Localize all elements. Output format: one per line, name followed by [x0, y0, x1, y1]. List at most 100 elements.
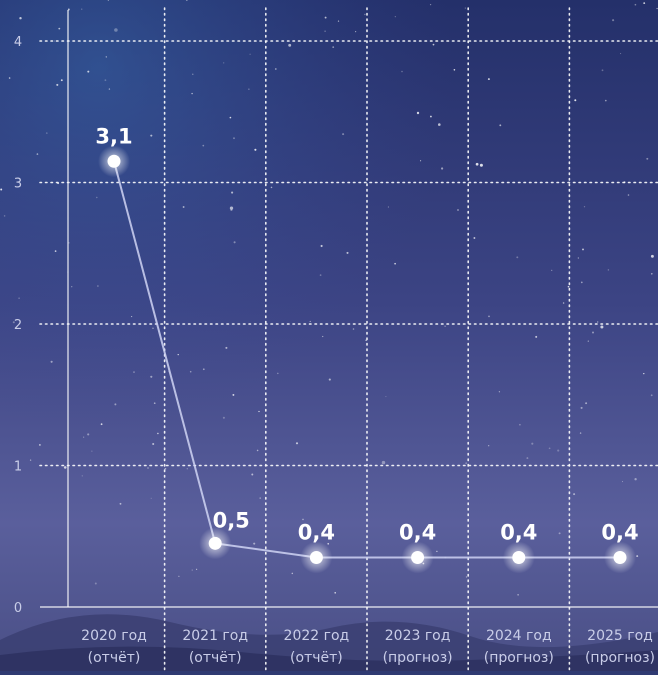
x-tick-labels: 2020 год (отчёт) 2021 год (отчёт) 2022 год (о…	[81, 628, 655, 666]
star	[222, 416, 225, 419]
star	[387, 206, 389, 208]
star	[385, 396, 387, 398]
star	[355, 31, 357, 33]
star	[441, 167, 444, 170]
star	[453, 69, 456, 71]
star	[233, 137, 235, 140]
star	[562, 302, 565, 304]
star	[277, 372, 279, 375]
y-tick-label: 4	[14, 35, 22, 50]
star	[91, 450, 93, 452]
data-point	[208, 536, 222, 550]
star	[346, 251, 349, 254]
star	[636, 555, 639, 558]
star	[592, 331, 594, 334]
star	[104, 79, 107, 82]
star	[119, 502, 122, 505]
star	[94, 582, 97, 585]
star	[516, 256, 519, 259]
star	[416, 111, 420, 115]
star	[580, 406, 583, 409]
star	[249, 53, 251, 55]
star	[100, 423, 103, 426]
star	[519, 423, 521, 426]
star	[114, 28, 118, 32]
star	[577, 257, 579, 259]
star	[39, 444, 41, 446]
star	[253, 542, 256, 545]
star	[270, 186, 273, 189]
star	[558, 532, 561, 535]
star	[45, 132, 48, 134]
star	[479, 163, 483, 167]
star	[232, 393, 235, 396]
star	[83, 436, 85, 438]
star	[364, 13, 366, 16]
star	[29, 459, 32, 461]
star	[50, 360, 53, 363]
star	[162, 289, 164, 291]
star	[548, 447, 551, 450]
data-label: 3,1	[95, 124, 132, 148]
star	[342, 133, 345, 136]
star	[302, 518, 304, 521]
x-tick-label-note: (отчёт)	[290, 650, 343, 666]
star	[105, 56, 108, 58]
star	[381, 460, 386, 465]
x-tick-label-note: (отчёт)	[189, 650, 242, 666]
star	[81, 8, 83, 10]
star	[97, 285, 99, 287]
data-label: 0,4	[298, 520, 335, 544]
star	[327, 543, 329, 545]
star	[573, 493, 576, 496]
star	[8, 77, 11, 79]
y-tick-label: 2	[14, 318, 22, 333]
star	[464, 7, 466, 9]
star	[153, 402, 156, 405]
star	[67, 8, 70, 11]
star	[352, 328, 355, 330]
series-line	[113, 161, 620, 559]
star	[87, 70, 90, 73]
star	[429, 3, 432, 6]
y-tick-label: 3	[14, 177, 22, 192]
star	[147, 467, 149, 469]
star	[646, 157, 649, 160]
star	[465, 576, 468, 578]
star	[332, 46, 335, 48]
star	[582, 248, 584, 251]
star	[107, 0, 109, 2]
star	[334, 592, 336, 594]
star	[394, 16, 396, 18]
x-tick-label-year: 2023 год	[385, 628, 451, 644]
star	[656, 7, 658, 10]
star	[429, 115, 432, 118]
x-tick-label-year: 2020 год	[81, 628, 147, 644]
star	[185, 0, 188, 1]
star	[488, 445, 490, 447]
star	[36, 153, 39, 155]
star	[620, 53, 622, 55]
star	[319, 274, 322, 276]
data-label: 0,5	[213, 508, 250, 532]
star	[324, 16, 327, 19]
star	[114, 403, 117, 406]
y-tick-label: 1	[14, 460, 22, 475]
x-tick-label-note: (прогноз)	[383, 650, 453, 666]
star	[580, 281, 583, 284]
star	[202, 144, 205, 147]
star	[150, 134, 153, 137]
star	[196, 568, 198, 570]
star	[488, 315, 490, 318]
star	[229, 116, 232, 119]
star	[432, 43, 435, 46]
star	[231, 191, 234, 194]
star	[81, 475, 83, 477]
star	[438, 123, 441, 126]
star	[600, 325, 604, 329]
star	[223, 62, 225, 64]
x-tick-label-year: 2022 год	[284, 628, 350, 644]
